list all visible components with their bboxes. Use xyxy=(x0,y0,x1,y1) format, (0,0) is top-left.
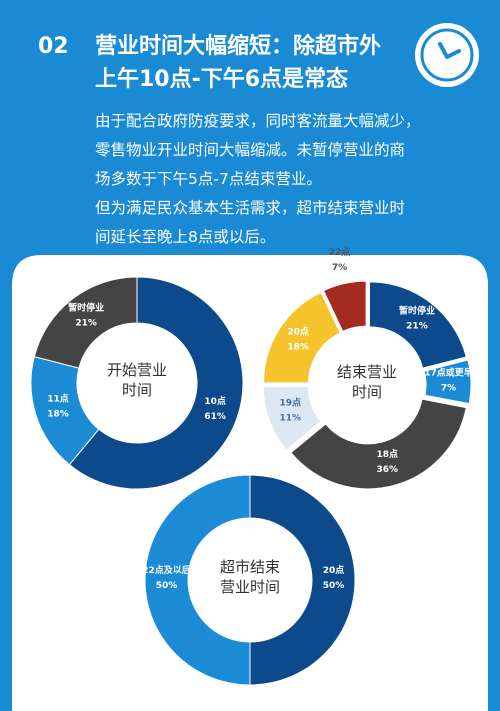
slice-category: 19点 xyxy=(280,397,302,409)
slice-category: 暂时停业 xyxy=(399,305,435,317)
center-label: 结束营业 xyxy=(337,363,397,381)
center-label: 开始营业 xyxy=(107,361,167,379)
slice-value: 50% xyxy=(323,581,345,591)
center-label: 超市结束 xyxy=(220,558,280,576)
clock-icon xyxy=(415,23,479,87)
slice-value: 21% xyxy=(406,322,428,332)
slice-value: 61% xyxy=(204,412,226,422)
donut-slice xyxy=(322,280,367,332)
donut-slice xyxy=(423,359,472,405)
body-line: 由于配合政府防疫要求，同时客流量大幅减少， xyxy=(95,112,421,130)
center-label: 时间 xyxy=(122,381,152,399)
center-label: 营业时间 xyxy=(220,578,280,596)
slice-category: 10点 xyxy=(204,395,226,407)
center-label: 时间 xyxy=(352,383,382,401)
slice-category: 20点 xyxy=(287,325,309,337)
slice-value: 36% xyxy=(376,465,398,475)
donut-slice xyxy=(290,398,467,490)
donut-slice xyxy=(262,385,322,451)
donut-slice xyxy=(249,474,356,686)
body-line: 间延长至晚上8点或以后。 xyxy=(95,228,275,246)
slice-value: 18% xyxy=(47,410,69,420)
donut-slice xyxy=(368,281,467,369)
donut-slice xyxy=(68,276,244,490)
slice-value: 50% xyxy=(156,581,178,591)
slice-category: 22点 xyxy=(329,246,351,258)
body-line: 零售物业开业时间大幅缩减。未暂停营业的商 xyxy=(95,141,405,159)
slice-value: 21% xyxy=(75,318,97,328)
slice-value: 7% xyxy=(441,383,456,393)
title-line: 营业时间大幅缩短：除超市外 xyxy=(95,33,381,59)
slice-value: 18% xyxy=(287,342,309,352)
slice-category: 暂时停业 xyxy=(68,301,104,313)
slice-category: 11点 xyxy=(47,393,69,405)
donut-slice xyxy=(144,474,251,686)
body-line: 场多数于下午5点-7点结束营业。 xyxy=(95,170,322,188)
slice-category: 17点或更早 xyxy=(424,366,473,378)
body-line: 但为满足民众基本生活需求，超市结束营业时 xyxy=(95,199,405,217)
slice-category: 18点 xyxy=(377,448,399,460)
donut-slice xyxy=(263,291,341,384)
slice-category: 20点 xyxy=(323,564,345,576)
donut-slice xyxy=(33,276,138,369)
slice-value: 11% xyxy=(280,414,302,424)
slice-value: 7% xyxy=(332,263,347,273)
title-line: 上午10点-下午6点是常态 xyxy=(95,66,348,92)
section-number: 02 xyxy=(38,34,69,59)
slice-category: 22点及以后 xyxy=(142,564,191,576)
